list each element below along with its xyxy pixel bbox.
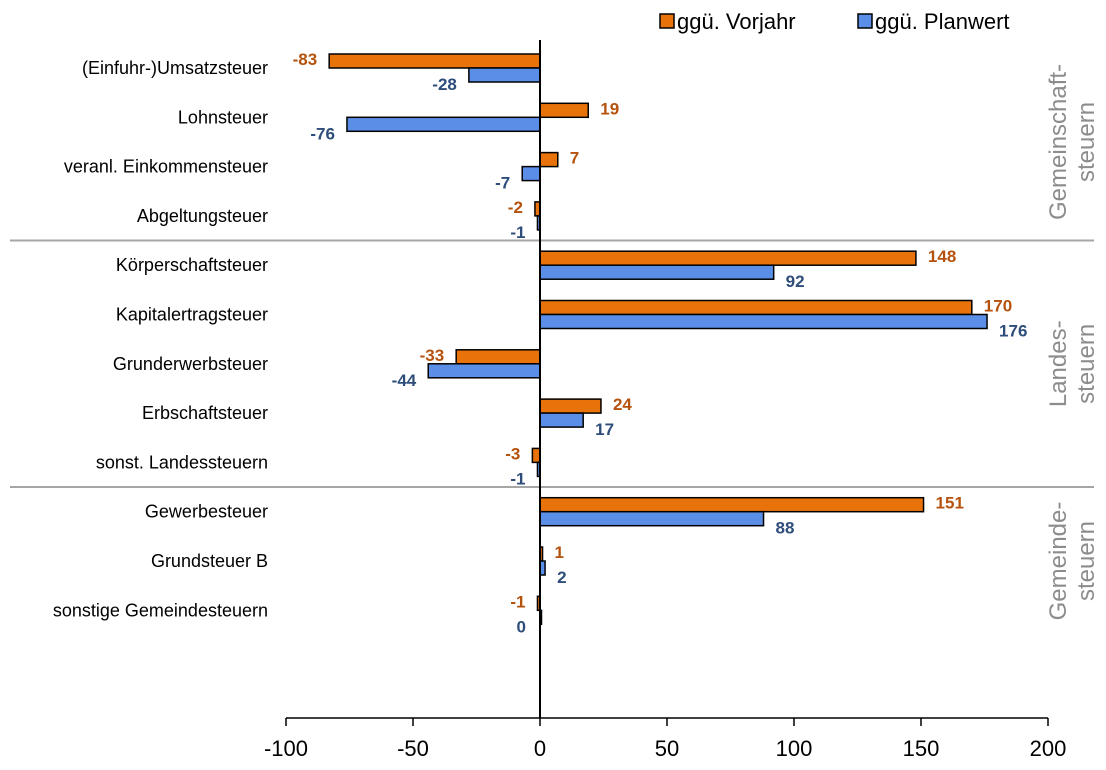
legend-label-vorjahr: ggü. Vorjahr [677,9,796,34]
value-label-vorjahr: 170 [984,297,1012,316]
category-label: sonst. Landessteuern [96,452,268,472]
value-label-planwert: 17 [595,420,614,439]
bar-planwert [521,165,541,182]
category-label: Grunderwerbsteuer [113,354,268,374]
bar-vorjahr [539,151,559,168]
value-label-vorjahr: 151 [936,494,964,513]
group-label-line: Landes- [1045,320,1072,407]
category-label: (Einfuhr-)Umsatzsteuer [82,58,268,78]
category-label: Gewerbesteuer [145,502,268,522]
value-label-planwert: 0 [517,617,526,636]
value-label-planwert: -7 [495,174,510,193]
category-label: Körperschaftsteuer [116,255,268,275]
bar-vorjahr [455,349,541,365]
value-label-vorjahr: 7 [570,149,579,168]
value-label-planwert: 92 [786,272,805,291]
value-label-vorjahr: -33 [420,346,445,365]
bar-vorjahr [539,496,925,513]
group-label-line: steuern [1073,324,1100,404]
x-tick-label: 150 [903,736,940,761]
value-label-vorjahr: -1 [510,592,525,611]
category-label: Grundsteuer B [151,551,268,571]
value-label-planwert: 88 [776,519,795,538]
bar-planwert [346,116,541,133]
value-label-planwert: -76 [310,124,335,143]
value-label-planwert: 2 [557,568,566,587]
legend-label-planwert: ggü. Planwert [875,9,1010,34]
category-label: veranl. Einkommensteuer [64,157,268,177]
group-label: Landes-steuern [1045,320,1100,407]
bar-planwert [427,363,541,379]
x-tick-label: 50 [655,736,679,761]
group-label-line: Gemeinde- [1045,502,1072,621]
bar-planwert [539,264,775,280]
x-tick-label: -100 [264,736,308,761]
group-label: Gemeinde-steuern [1045,502,1100,621]
value-label-vorjahr: -2 [508,198,523,217]
category-label: Lohnsteuer [178,107,268,127]
legend-swatch-planwert [857,13,873,29]
group-label-line: Gemeinschaft- [1045,64,1072,220]
value-label-vorjahr: 24 [613,395,632,414]
bar-planwert [468,67,541,83]
bar-planwert [539,313,988,330]
group-label-line: steuern [1073,102,1100,182]
value-label-vorjahr: 148 [928,247,956,266]
value-label-planwert: -44 [392,371,417,390]
legend-swatch-vorjahr [659,13,675,29]
bar-vorjahr [539,102,590,119]
value-label-planwert: -1 [510,469,525,488]
value-label-planwert: -1 [510,223,525,242]
x-tick-label: 100 [776,736,813,761]
value-label-vorjahr: 1 [555,543,564,562]
bar-vorjahr [539,398,602,414]
bar-vorjahr [539,250,917,266]
value-label-vorjahr: -3 [505,444,520,463]
bar-planwert [539,412,584,428]
x-tick-label: 0 [534,736,546,761]
x-tick-label: 200 [1030,736,1067,761]
category-label: Kapitalertragsteuer [116,305,268,325]
bar-vorjahr [531,447,541,464]
bar-vorjahr [539,299,973,316]
group-label-line: steuern [1073,521,1100,601]
bar-planwert [539,510,765,527]
value-label-vorjahr: -83 [293,50,318,69]
value-label-planwert: 176 [999,322,1027,341]
value-label-planwert: -28 [432,75,457,94]
x-tick-label: -50 [397,736,429,761]
value-label-vorjahr: 19 [600,99,619,118]
group-label: Gemeinschaft-steuern [1045,64,1100,220]
category-label: Erbschaftsteuer [142,403,268,423]
bar-vorjahr [328,53,541,69]
category-label: Abgeltungsteuer [137,206,268,226]
category-label: sonstige Gemeindesteuern [53,600,268,620]
